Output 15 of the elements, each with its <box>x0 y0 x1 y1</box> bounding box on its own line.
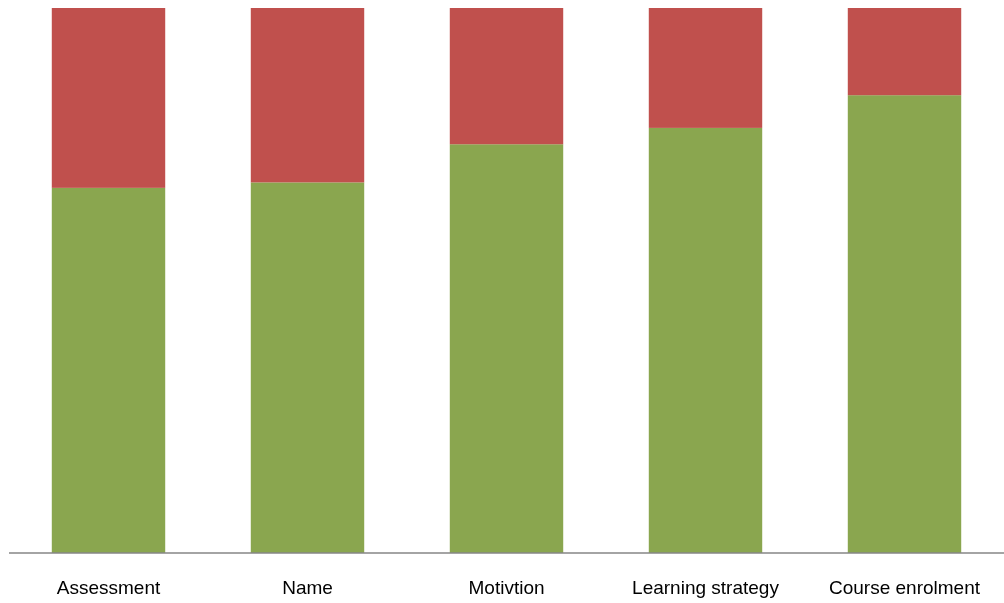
bar <box>847 95 962 553</box>
bar <box>51 8 166 188</box>
bar <box>250 182 365 553</box>
x-tick-label: Course enrolment <box>828 577 981 598</box>
x-tick-label: Learning strategy <box>632 577 780 598</box>
bar <box>449 8 564 145</box>
bar <box>449 144 564 553</box>
bar <box>250 8 365 183</box>
bar <box>648 127 763 553</box>
bar <box>51 187 166 553</box>
x-tick-label: Name <box>282 577 333 598</box>
bar <box>648 8 763 128</box>
bar <box>847 8 962 96</box>
x-tick-label: Assessment <box>56 577 161 598</box>
x-tick-label: Motivtion <box>468 577 545 598</box>
